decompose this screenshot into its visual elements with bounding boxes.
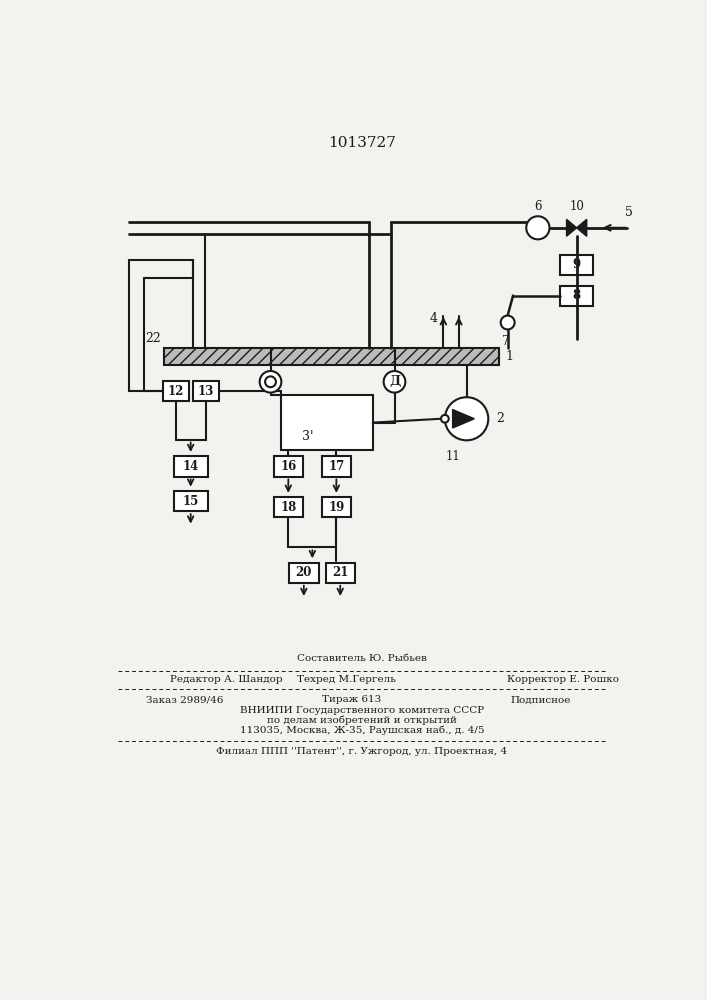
Circle shape — [384, 371, 405, 393]
Bar — [561, 286, 593, 306]
Text: Тираж 613: Тираж 613 — [322, 695, 382, 704]
Text: 18: 18 — [280, 501, 296, 514]
Text: 15: 15 — [182, 495, 199, 508]
Text: 13: 13 — [198, 385, 214, 398]
Circle shape — [526, 216, 549, 239]
Text: 12: 12 — [168, 385, 184, 398]
Text: 9: 9 — [573, 258, 580, 271]
Text: 8: 8 — [573, 289, 580, 302]
Bar — [561, 255, 593, 275]
Text: Заказ 2989/46: Заказ 2989/46 — [146, 695, 224, 704]
Polygon shape — [566, 219, 577, 236]
Circle shape — [445, 397, 489, 440]
Text: 1: 1 — [506, 350, 513, 363]
Text: Составитель Ю. Рыбьев: Составитель Ю. Рыбьев — [297, 654, 427, 663]
Circle shape — [501, 316, 515, 329]
Text: 20: 20 — [296, 566, 312, 579]
Text: 19: 19 — [328, 501, 344, 514]
Polygon shape — [577, 219, 587, 236]
Bar — [325, 563, 355, 583]
Text: 5: 5 — [624, 206, 633, 219]
Bar — [174, 491, 208, 511]
Bar — [289, 563, 319, 583]
Circle shape — [259, 371, 281, 393]
Bar — [322, 497, 351, 517]
Circle shape — [265, 376, 276, 387]
Text: 2: 2 — [496, 412, 504, 425]
Text: 17: 17 — [328, 460, 344, 473]
Polygon shape — [452, 410, 474, 428]
Text: 16: 16 — [280, 460, 296, 473]
Text: ВНИИПИ Государственного комитета СССР: ВНИИПИ Государственного комитета СССР — [240, 706, 484, 715]
Bar — [281, 395, 373, 450]
Text: 22: 22 — [145, 332, 160, 345]
Text: 7: 7 — [501, 335, 509, 348]
Text: 4: 4 — [429, 312, 437, 325]
Text: 113035, Москва, Ж-35, Раушская наб., д. 4/5: 113035, Москва, Ж-35, Раушская наб., д. … — [240, 726, 484, 735]
Bar — [322, 456, 351, 477]
Text: Корректор Е. Рошко: Корректор Е. Рошко — [507, 675, 619, 684]
Bar — [163, 348, 499, 365]
Bar — [193, 381, 219, 401]
Text: 11: 11 — [445, 450, 460, 463]
Text: 10: 10 — [569, 200, 584, 213]
Text: Техред М.Гергель: Техред М.Гергель — [297, 675, 396, 684]
Text: 21: 21 — [332, 566, 349, 579]
Bar — [274, 497, 303, 517]
Text: по делам изобретений и открытий: по делам изобретений и открытий — [267, 716, 457, 725]
Circle shape — [441, 415, 449, 423]
Text: Д: Д — [389, 375, 400, 388]
Text: 14: 14 — [182, 460, 199, 473]
Bar — [163, 381, 189, 401]
Text: 6: 6 — [534, 200, 542, 213]
Bar — [274, 456, 303, 477]
Text: Редактор А. Шандор: Редактор А. Шандор — [170, 675, 282, 684]
Text: 1013727: 1013727 — [328, 136, 396, 150]
Text: 3': 3' — [302, 430, 313, 443]
Text: Филиал ППП ''Патент'', г. Ужгород, ул. Проектная, 4: Филиал ППП ''Патент'', г. Ужгород, ул. П… — [216, 747, 508, 756]
Text: Подписное: Подписное — [510, 695, 571, 704]
Bar — [174, 456, 208, 477]
